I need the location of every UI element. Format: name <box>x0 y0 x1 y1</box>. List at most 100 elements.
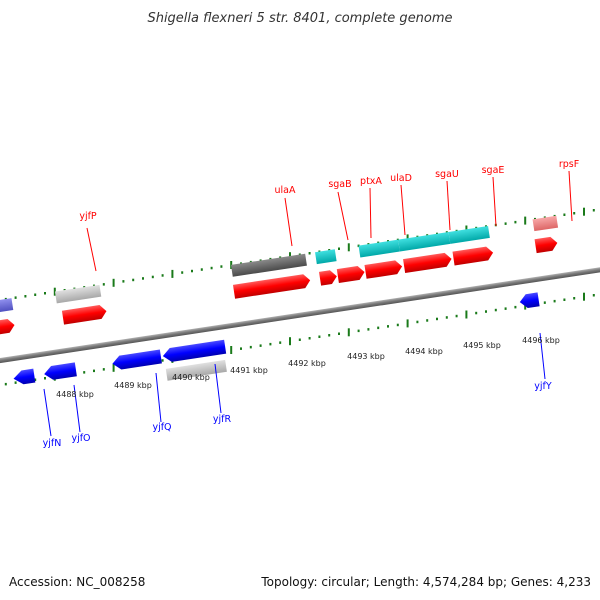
gene-label-yjfO[interactable]: yjfO <box>71 433 90 444</box>
leader-yjfY <box>539 332 546 380</box>
ruler-label-4492: 4492 kbp <box>288 359 326 368</box>
ruler-label-4491: 4491 kbp <box>230 366 268 375</box>
major-tick <box>583 292 585 301</box>
ruler-label-4496: 4496 kbp <box>522 336 560 345</box>
teal-feature-ulaD[interactable] <box>358 239 400 258</box>
minor-tick <box>592 209 595 212</box>
minor-tick <box>161 274 164 277</box>
leader-sgaB <box>337 191 349 241</box>
minor-tick <box>122 280 125 283</box>
forward-gene-sgaU[interactable] <box>403 252 453 273</box>
reverse-gene-yjfN[interactable] <box>13 368 36 386</box>
leader-ulaA <box>284 197 293 247</box>
pink-feature-rpsF[interactable] <box>532 215 559 232</box>
reverse-gene-yjfR[interactable] <box>162 339 227 363</box>
minor-tick <box>308 252 311 255</box>
gene-label-yjfN[interactable]: yjfN <box>43 438 62 449</box>
forward-gene-yjfP[interactable] <box>61 304 108 325</box>
minor-tick <box>494 308 497 312</box>
reverse-gene-yjfQ[interactable] <box>111 349 162 371</box>
gene-label-yjfY[interactable]: yjfY <box>534 381 552 392</box>
feature-track <box>0 215 559 386</box>
minor-tick <box>426 319 429 322</box>
minor-tick <box>514 305 517 309</box>
light-feature-yjfR[interactable] <box>165 359 227 381</box>
minor-tick <box>328 334 331 337</box>
major-tick <box>406 319 409 328</box>
minor-tick <box>338 332 340 335</box>
genome-summary-text: Topology: circular; Length: 4,574,284 bp… <box>261 575 591 589</box>
dark-feature-ulaA[interactable] <box>230 253 307 277</box>
minor-tick <box>83 371 86 374</box>
minor-tick <box>220 265 223 268</box>
major-tick <box>230 346 233 354</box>
minor-tick <box>298 338 301 341</box>
forward-gene-sgaB[interactable] <box>319 269 338 286</box>
forward-gene-rpsF[interactable] <box>534 236 559 254</box>
minor-tick <box>93 369 95 373</box>
minor-tick <box>504 222 507 225</box>
minor-tick <box>445 316 448 319</box>
minor-tick <box>249 345 252 349</box>
minor-tick <box>44 292 46 295</box>
ruler-label-4489: 4489 kbp <box>114 381 152 390</box>
gene-label-ulaA[interactable]: ulaA <box>275 185 296 196</box>
gene-label-ulaD[interactable]: ulaD <box>390 173 412 184</box>
gene-label-rpsF[interactable]: rpsF <box>559 159 579 170</box>
major-tick <box>289 337 291 346</box>
leader-sgaE <box>492 176 497 227</box>
gene-label-yjfQ[interactable]: yjfQ <box>152 422 171 433</box>
leader-ptxA <box>369 187 372 239</box>
reverse-gene-yjfO[interactable] <box>43 362 77 381</box>
minor-tick <box>132 278 135 282</box>
minor-tick <box>24 295 27 298</box>
ruler-label-4495: 4495 kbp <box>463 341 501 350</box>
minor-tick <box>240 347 242 350</box>
leader-yjfN <box>43 388 52 437</box>
major-tick <box>524 216 527 225</box>
purple-feature[interactable] <box>0 298 14 317</box>
minor-tick <box>455 314 458 318</box>
teal-feature-sgaB[interactable] <box>315 249 337 265</box>
minor-tick <box>279 341 282 344</box>
major-tick <box>53 287 56 296</box>
forward-gene-ulaA[interactable] <box>232 273 311 299</box>
forward-gene-sgaE[interactable] <box>452 246 494 266</box>
ruler-labels: 4488 kbp 4489 kbp 4490 kbp 4491 kbp 4492… <box>56 336 560 399</box>
label-leaders <box>43 170 573 437</box>
gene-label-yjfR[interactable]: yjfR <box>213 414 232 425</box>
gene-label-sgaE[interactable]: sgaE <box>482 165 505 176</box>
minor-tick <box>142 277 144 280</box>
minor-tick <box>161 359 164 362</box>
forward-gene[interactable] <box>0 318 16 340</box>
leader-yjfR <box>214 363 222 414</box>
minor-tick <box>151 275 154 279</box>
teal-feature-sgaU[interactable] <box>398 232 451 252</box>
minor-tick <box>14 296 17 299</box>
gene-label-sgaB[interactable]: sgaB <box>328 179 351 190</box>
minor-tick <box>367 328 370 331</box>
minor-tick <box>210 266 213 270</box>
minor-tick <box>181 271 184 274</box>
forward-gene-ptxA[interactable] <box>336 265 366 283</box>
light-feature-yjfP[interactable] <box>54 284 102 304</box>
minor-tick <box>269 342 272 346</box>
minor-tick <box>416 320 419 324</box>
minor-tick <box>338 247 340 250</box>
minor-tick <box>573 212 576 215</box>
minor-tick <box>34 293 37 296</box>
minor-tick <box>191 269 193 273</box>
minor-tick <box>377 326 380 330</box>
ruler-label-4488: 4488 kbp <box>56 390 94 399</box>
teal-feature-sgaE[interactable] <box>448 226 490 244</box>
minor-tick <box>102 283 105 286</box>
gene-label-sgaU[interactable]: sgaU <box>435 169 459 180</box>
leader-ulaD <box>400 184 406 236</box>
minor-tick <box>357 329 360 333</box>
reverse-gene-yjfY[interactable] <box>519 292 540 309</box>
gene-label-yjfP[interactable]: yjfP <box>79 211 97 222</box>
major-tick <box>347 243 350 252</box>
forward-gene-ulaD[interactable] <box>364 259 403 279</box>
gene-label-ptxA[interactable]: ptxA <box>360 176 382 187</box>
